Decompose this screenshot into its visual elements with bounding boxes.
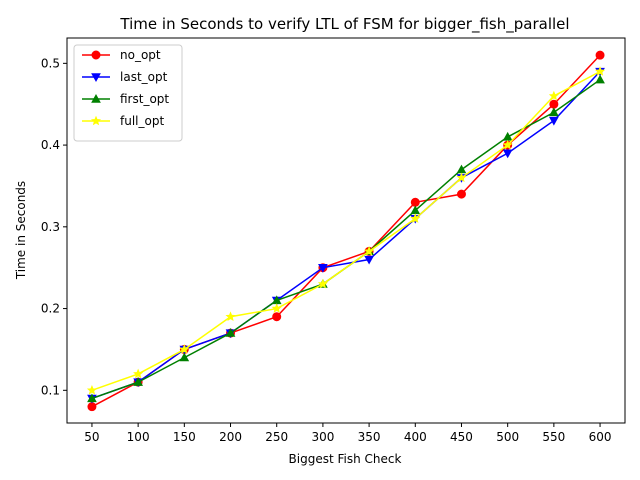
x-tick-label: 300 bbox=[311, 430, 334, 444]
legend-marker bbox=[91, 50, 101, 60]
data-point bbox=[456, 164, 467, 174]
legend-item: full_opt bbox=[82, 114, 164, 128]
legend-item: first_opt bbox=[82, 92, 169, 106]
x-axis-label: Biggest Fish Check bbox=[289, 452, 402, 466]
data-point bbox=[272, 312, 282, 322]
y-tick-label: 0.5 bbox=[41, 56, 60, 70]
data-point bbox=[133, 368, 144, 379]
x-tick-label: 550 bbox=[542, 430, 565, 444]
x-tick-label: 600 bbox=[589, 430, 612, 444]
data-point bbox=[456, 172, 467, 183]
y-axis-ticks: 0.1 0.2 0.3 0.4 0.5 bbox=[41, 56, 67, 397]
data-point bbox=[502, 149, 513, 159]
legend-marker bbox=[91, 93, 101, 103]
plot-frame bbox=[66, 37, 626, 424]
data-point bbox=[86, 385, 97, 395]
x-tick-label: 200 bbox=[219, 430, 242, 444]
legend-item: no_opt bbox=[82, 48, 161, 62]
data-point bbox=[364, 255, 374, 265]
chart-title: Time in Seconds to verify LTL of FSM for… bbox=[119, 15, 569, 34]
data-point bbox=[549, 116, 559, 126]
legend-item: last_opt bbox=[82, 70, 168, 84]
data-point bbox=[548, 90, 559, 101]
data-point bbox=[410, 213, 421, 223]
data-point bbox=[410, 197, 420, 207]
data-point bbox=[317, 278, 328, 289]
data-point bbox=[318, 263, 328, 273]
y-axis-label: Time in Seconds bbox=[14, 181, 28, 280]
x-tick-label: 250 bbox=[265, 430, 288, 444]
y-tick-label: 0.3 bbox=[41, 220, 60, 234]
legend-label: first_opt bbox=[120, 92, 169, 106]
legend-box bbox=[73, 44, 183, 142]
data-point bbox=[502, 131, 513, 141]
data-point bbox=[271, 303, 282, 313]
data-point bbox=[225, 328, 236, 337]
x-axis-ticks: 50 100 150 200 250 300 350 400 450 500 550 600 bbox=[84, 423, 612, 444]
y-tick-label: 0.2 bbox=[41, 302, 60, 316]
y-tick-label: 0.4 bbox=[41, 138, 60, 152]
legend-label: full_opt bbox=[120, 114, 164, 128]
legend-marker bbox=[91, 73, 101, 83]
x-tick-label: 100 bbox=[127, 430, 150, 444]
data-point bbox=[87, 402, 97, 412]
x-tick-label: 50 bbox=[84, 430, 99, 444]
data-point bbox=[456, 189, 466, 199]
series-full-opt bbox=[86, 66, 606, 395]
x-tick-label: 500 bbox=[496, 430, 519, 444]
series-line bbox=[91, 70, 601, 400]
data-point bbox=[549, 99, 559, 109]
series-layer bbox=[86, 50, 606, 412]
x-tick-label: 350 bbox=[358, 430, 381, 444]
x-tick-label: 150 bbox=[173, 430, 196, 444]
data-point bbox=[133, 377, 143, 386]
data-point bbox=[502, 139, 513, 150]
legend-marker bbox=[90, 115, 102, 126]
data-point bbox=[364, 246, 375, 256]
data-point bbox=[179, 352, 190, 362]
data-point bbox=[225, 311, 236, 322]
legend-label: last_opt bbox=[120, 70, 168, 84]
x-tick-label: 400 bbox=[404, 430, 427, 444]
x-tick-label: 450 bbox=[450, 430, 473, 444]
data-point bbox=[87, 393, 97, 403]
legend-label: no_opt bbox=[120, 48, 161, 62]
data-point bbox=[179, 344, 190, 354]
data-point bbox=[595, 66, 606, 76]
data-point bbox=[549, 107, 559, 117]
legend: no_opt last_opt first_opt full_opt bbox=[73, 44, 183, 142]
data-point bbox=[595, 74, 605, 84]
data-point bbox=[595, 50, 605, 60]
y-tick-label: 0.1 bbox=[41, 383, 60, 397]
series-line bbox=[91, 70, 601, 392]
